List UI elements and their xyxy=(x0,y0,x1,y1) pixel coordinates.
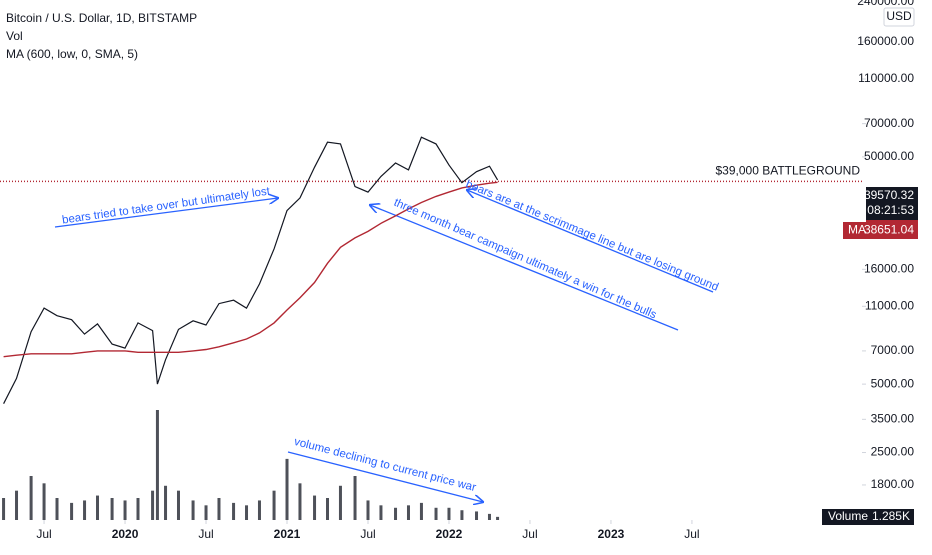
volume-bar xyxy=(191,500,195,520)
volume-bar xyxy=(83,500,87,520)
volume-bar xyxy=(217,498,221,520)
volume-bar xyxy=(326,498,330,520)
x-tick-label: Jul xyxy=(360,527,375,541)
price-tag-box xyxy=(866,187,918,220)
x-tick-label: Jul xyxy=(36,527,51,541)
volume-tag-box xyxy=(822,509,914,525)
volume-bar xyxy=(42,483,46,520)
annotation: volume declining to current price war xyxy=(293,436,478,494)
annotation-arrows xyxy=(54,190,714,502)
annotation: three month bear campaign ultimately a w… xyxy=(392,197,658,322)
volume-bar xyxy=(70,502,74,520)
volume-bar xyxy=(110,498,114,520)
volume-bar xyxy=(272,490,276,520)
volume-bar xyxy=(313,495,317,520)
volume-bar xyxy=(155,410,159,520)
volume-bar xyxy=(394,507,398,520)
chart-title: Bitcoin / U.S. Dollar, 1D, BITSTAMP xyxy=(6,11,197,25)
y-tick-label: 160000.00 xyxy=(857,34,914,48)
volume-bar xyxy=(447,507,451,520)
volume-bar xyxy=(366,500,370,520)
currency[interactable]: USD xyxy=(886,9,912,23)
volume-bar xyxy=(2,498,6,520)
y-tick-label: 16000.00 xyxy=(864,261,914,275)
indicator-label: MA (600, low, 0, SMA, 5) xyxy=(6,47,138,61)
volume-bar xyxy=(496,516,500,520)
volume-bar xyxy=(204,505,208,520)
price-line xyxy=(3,136,499,404)
volume-bar xyxy=(285,458,289,520)
indicator-label: Vol xyxy=(6,29,23,43)
y-tick-label: 5000.00 xyxy=(871,376,915,390)
arrow xyxy=(54,198,278,228)
volume-tag-name: Volume xyxy=(828,509,868,523)
volume-bar xyxy=(55,498,59,520)
volume-tag-value: 1.285K xyxy=(872,509,910,523)
volume-bar xyxy=(475,511,479,520)
x-tick-label: Jul xyxy=(684,527,699,541)
x-tick-label: 2021 xyxy=(274,527,301,541)
volume-bar xyxy=(353,476,357,520)
volume-bar xyxy=(245,505,249,520)
y-tick-label: 50000.00 xyxy=(864,149,914,163)
volume-bar xyxy=(123,500,127,520)
price-tag: 39570.32 xyxy=(864,188,914,202)
x-tick-label: Jul xyxy=(522,527,537,541)
y-tick-label: 110000.00 xyxy=(858,71,914,85)
y-tick-label: 7000.00 xyxy=(871,343,915,357)
x-tick-label: 2022 xyxy=(436,527,463,541)
ma-tag-box xyxy=(843,222,918,239)
volume-bar xyxy=(176,490,180,520)
volume-bar xyxy=(136,498,140,520)
y-tick-label: 3500.00 xyxy=(871,411,915,425)
volume-bar xyxy=(257,500,261,520)
volume-bar xyxy=(487,513,491,520)
volume-bar xyxy=(15,490,19,520)
arrow xyxy=(467,190,714,293)
arrow xyxy=(370,205,679,331)
x-tick-label: 2020 xyxy=(112,527,139,541)
countdown: 08:21:53 xyxy=(867,203,914,217)
volume-bar xyxy=(96,495,100,520)
volume-bar xyxy=(419,502,423,520)
ma-tag-name: MA xyxy=(848,223,866,237)
volume-bar xyxy=(406,505,410,520)
y-tick-label: 2500.00 xyxy=(871,445,915,459)
annotation: bears are at the scrimmage line but are … xyxy=(464,178,720,293)
arrow xyxy=(287,451,483,502)
x-tick-label: Jul xyxy=(198,527,213,541)
volume-bar xyxy=(29,476,33,520)
volume-bar xyxy=(151,490,155,520)
price-line xyxy=(3,181,498,358)
volume-bar xyxy=(460,510,464,520)
currency-box[interactable] xyxy=(883,7,915,27)
x-tick-label: 2023 xyxy=(598,527,625,541)
y-tick-label: 240000.00 xyxy=(857,0,914,8)
volume-bar xyxy=(164,485,168,520)
volume-bar xyxy=(232,502,236,520)
y-tick-label: 70000.00 xyxy=(864,116,914,130)
volume-bar xyxy=(379,505,383,520)
volume-bar xyxy=(298,483,302,520)
y-tick-label: 11000.00 xyxy=(865,298,914,312)
y-tick-label: 1800.00 xyxy=(871,477,915,491)
level-label: $39,000 BATTLEGROUND xyxy=(716,164,861,178)
ma-tag-value: 38651.04 xyxy=(864,223,914,237)
volume-bar xyxy=(338,485,342,520)
annotation: bears tried to take over but ultimately … xyxy=(61,185,271,226)
volume-bar xyxy=(434,507,438,520)
